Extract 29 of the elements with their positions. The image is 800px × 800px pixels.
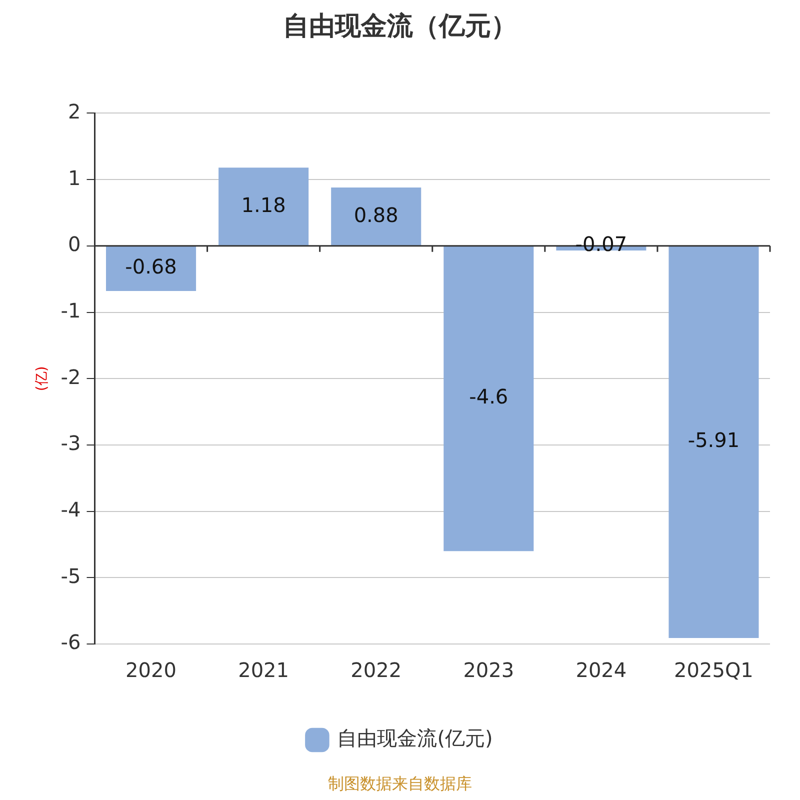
x-tick-label: 2021 <box>238 658 290 682</box>
y-tick-label: -6 <box>60 630 81 654</box>
data-label: -0.68 <box>125 254 177 279</box>
data-label: 1.18 <box>241 192 286 217</box>
bar <box>331 188 422 246</box>
y-tick-label: -1 <box>60 298 81 322</box>
chart-title: 自由现金流（亿元） <box>283 11 517 42</box>
x-tick-label: 2024 <box>576 658 627 682</box>
y-tick-label: -3 <box>60 431 81 456</box>
y-tick-label: -5 <box>60 564 81 588</box>
y-tick-label: -2 <box>60 364 81 389</box>
text: 制图数据来自数据库 <box>327 774 473 795</box>
y-tick-label: 0 <box>68 232 81 256</box>
x-tick-label: 2022 <box>350 658 402 682</box>
legend-label: 自由现金流(亿元) <box>337 726 493 750</box>
bar <box>106 246 196 292</box>
data-label: -5.91 <box>688 428 740 452</box>
bar <box>444 246 534 552</box>
y-tick-label: 1 <box>68 166 81 190</box>
y-axis-title: (亿) <box>34 366 50 392</box>
bar <box>218 168 309 246</box>
y-tick-label: -4 <box>60 498 81 522</box>
data-label: -4.6 <box>469 384 508 409</box>
y-tick-label: 2 <box>68 99 81 124</box>
x-tick-label: 2023 <box>463 658 514 682</box>
x-tick-label: 2020 <box>126 658 176 682</box>
x-tick-label: 2025Q1 <box>674 658 754 682</box>
bar <box>668 246 759 638</box>
data-label: 0.88 <box>354 202 398 227</box>
